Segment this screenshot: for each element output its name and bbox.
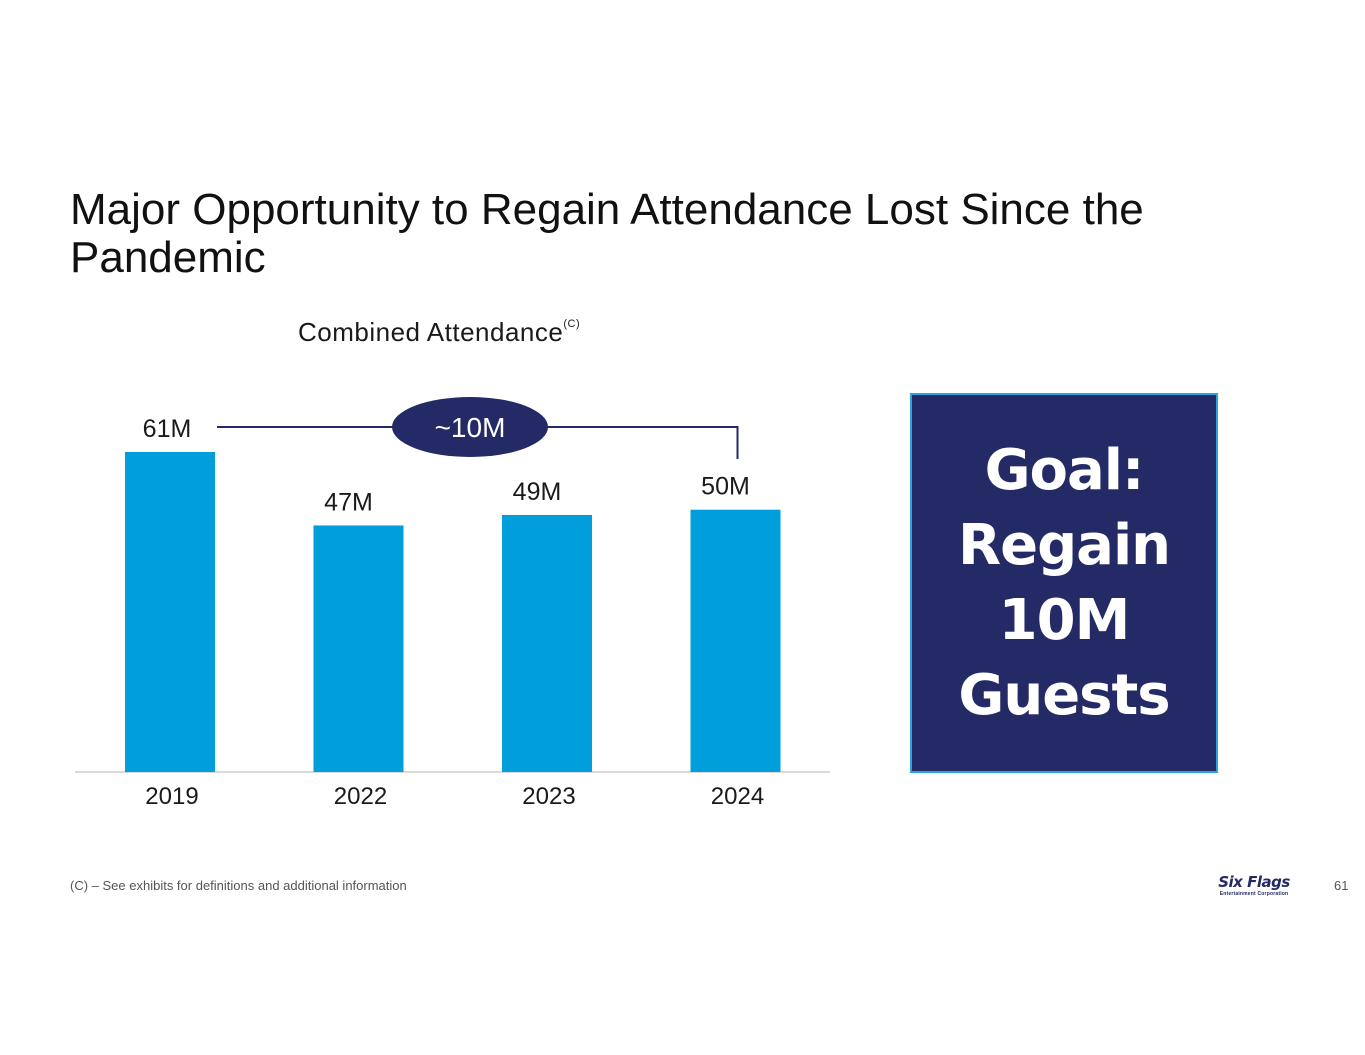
goal-line-3: 10M (998, 588, 1131, 653)
goal-line-1: Goal: (984, 438, 1145, 503)
six-flags-logo: Six Flags Entertainment Corporation (1208, 873, 1300, 898)
goal-line-2: Regain (957, 513, 1171, 578)
tick-label-2023: 2023 (522, 783, 575, 810)
data-label-2019: 61M (143, 415, 192, 443)
footnote: (C) – See exhibits for definitions and a… (70, 878, 407, 893)
page-number: 61 (1334, 878, 1349, 893)
chart-title: Combined Attendance(C) (298, 317, 580, 348)
tick-label-2022: 2022 (334, 783, 387, 810)
goal-box: Goal: Regain 10M Guests (910, 393, 1218, 773)
chart-title-text: Combined Attendance (298, 317, 564, 347)
data-label-2022: 47M (324, 488, 373, 516)
bar-2022 (313, 525, 404, 772)
logo-main-text: Six Flags (1218, 873, 1290, 891)
goal-line-4: Guests (958, 663, 1170, 728)
bar-2024 (690, 509, 781, 772)
goal-text: Goal: Regain 10M Guests (957, 433, 1171, 733)
attendance-bar-chart: 61M 2019 47M 2022 49M 2023 50M 2024 ~10M (75, 397, 830, 810)
gap-annotation-label: ~10M (435, 412, 506, 443)
tick-label-2024: 2024 (711, 783, 764, 810)
logo-sub-text: Entertainment Corporation (1219, 891, 1289, 897)
chart-title-footnote-marker: (C) (563, 318, 581, 330)
gap-annotation-badge (392, 397, 548, 457)
data-label-2023: 49M (513, 478, 562, 506)
tick-label-2019: 2019 (145, 783, 198, 810)
data-label-2024: 50M (701, 473, 750, 501)
bar-2023 (502, 514, 592, 772)
page-title: Major Opportunity to Regain Attendance L… (70, 185, 1144, 282)
gap-bracket-line (217, 426, 739, 459)
bar-2019 (125, 452, 215, 772)
